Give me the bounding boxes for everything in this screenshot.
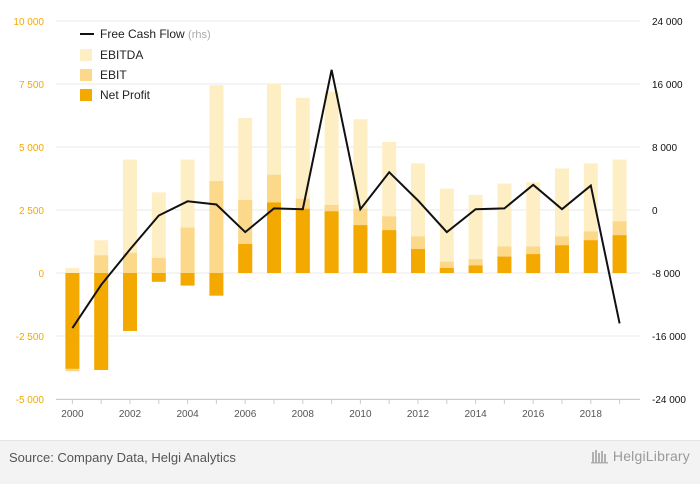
bar-net-profit [295,208,310,273]
y-left-tick-label: -2 500 [16,332,45,343]
bar-net-profit [612,235,627,273]
y-right-tick-label: -24 000 [652,395,686,406]
bar-net-profit [65,273,80,369]
chart-svg: 10 000 7 500 5 000 2 500 0 -2 500 -5 000 24 000… [13,17,686,420]
bar-net-profit [439,267,454,273]
bar-ebit [94,255,109,273]
bar-ebitda [65,267,80,273]
bar-net-profit [353,225,368,273]
bar-ebitda [468,194,483,273]
y-right-tick-label: 24 000 [652,17,683,28]
helgi-library-logo: HelgiLibrary [590,448,690,464]
legend-label-ebitda: EBITDA [100,48,143,62]
bar-ebitda [151,192,166,273]
legend-label-net-profit: Net Profit [100,88,151,102]
footer [0,440,700,484]
x-tick-label: 2014 [464,409,487,420]
bar-net-profit [497,256,512,273]
bar-net-profit [180,273,195,286]
bar-net-profit [324,211,339,273]
bar-net-profit [238,244,253,273]
bar-ebit [209,181,224,273]
x-tick-label: 2012 [407,409,430,420]
bar-net-profit [209,273,224,296]
legend-rhs-note: (rhs) [188,29,211,41]
bar-net-profit [123,273,137,331]
x-tick-label: 2004 [176,409,199,420]
x-tick-label: 2006 [234,409,257,420]
legend-swatch-ebit [80,69,92,81]
y-right-tick-label: -8 000 [652,269,681,280]
x-tick-label: 2002 [119,409,142,420]
line-free-cash-flow [71,69,621,329]
bar-ebit [151,257,166,273]
legend-swatch-ebitda [80,49,92,61]
source-note: Source: Company Data, Helgi Analytics [9,450,236,465]
y-right-tick-label: 16 000 [652,80,683,91]
bar-net-profit [468,265,483,273]
x-tick-label: 2010 [349,409,372,420]
y-left-tick-label: 0 [38,269,44,280]
bar-net-profit [267,202,281,273]
y-left-tick-label: 5 000 [19,143,44,154]
bar-ebit [180,227,195,273]
bar-net-profit [94,273,109,371]
x-tick-label: 2008 [292,409,315,420]
x-tick-label: 2018 [580,409,603,420]
bar-net-profit [151,273,166,282]
bar-net-profit [382,230,397,273]
y-left-tick-label: -5 000 [16,395,45,406]
bar-ebit [123,252,137,273]
y-right-tick-label: -16 000 [652,332,686,343]
bar-net-profit [555,245,569,273]
y-left-tick-label: 10 000 [13,17,44,28]
bar-ebit [439,261,454,273]
bar-net-profit [411,249,425,273]
library-icon [590,450,608,464]
brand-name: HelgiLibrary [612,448,690,464]
legend-swatch-net-profit [80,89,92,101]
y-left-tick-label: 7 500 [19,80,44,91]
y-right-tick-label: 0 [652,206,658,217]
legend-label-ebit: EBIT [100,68,127,82]
x-tick-label: 2000 [61,409,84,420]
bar-net-profit [526,254,541,273]
y-left-tick-label: 2 500 [19,206,44,217]
x-tick-label: 2016 [522,409,545,420]
y-right-tick-label: 8 000 [652,143,677,154]
legend-label-free-cash-flow: Free Cash Flow (rhs) [100,27,211,41]
bar-net-profit [583,240,598,273]
